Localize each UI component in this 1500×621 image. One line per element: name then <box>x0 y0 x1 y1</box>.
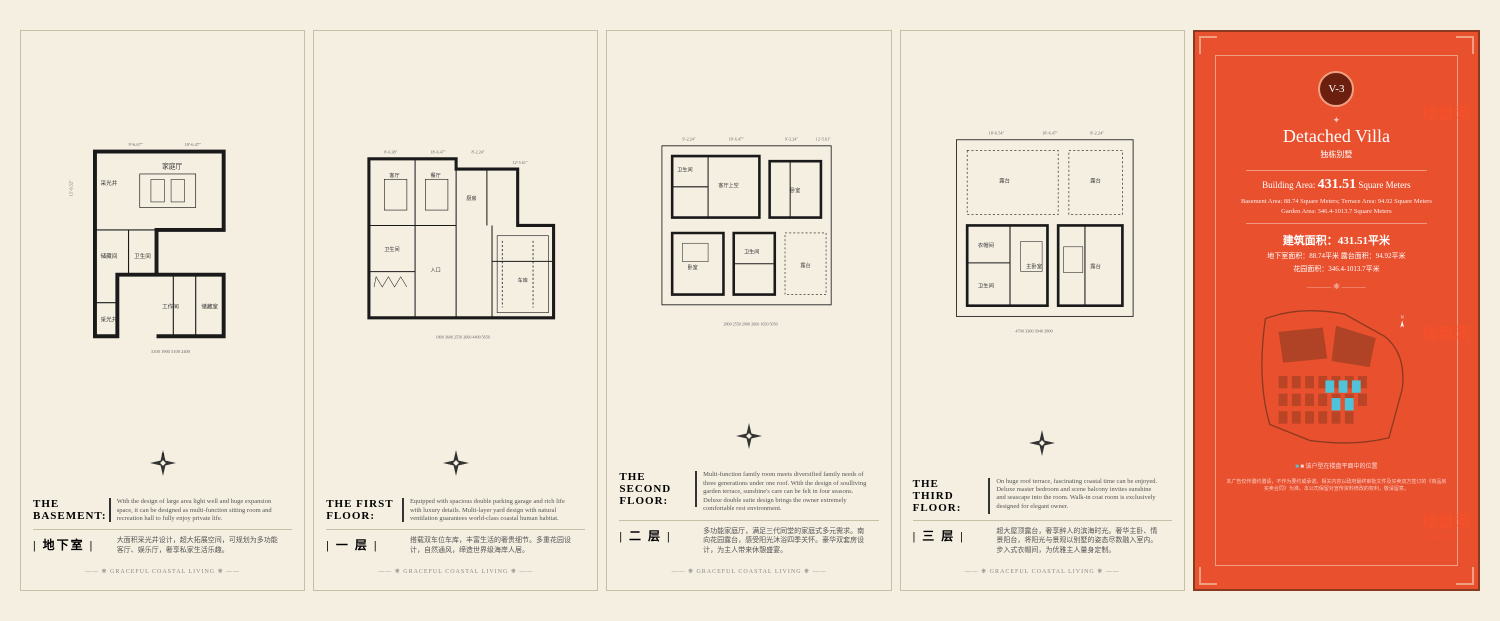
svg-text:餐厅: 餐厅 <box>430 172 440 179</box>
svg-text:1800 3600 2550 2660 4490: 1800 3600 2550 2660 4490 5650 <box>435 335 489 340</box>
floorplan-basement: 家庭厅 采光井 储藏间 卫生间 工作间 储藏室 采光井 9'-6.67" 18'-… <box>33 46 292 436</box>
floor-desc-cn: 搭载双车位车库，丰富生活的奢贵细节。多重花园设计，自然通风，缔造世界级海岸人居。 <box>404 536 575 556</box>
compass-icon: N <box>148 448 178 478</box>
svg-text:18'-6.47": 18'-6.47" <box>430 150 445 155</box>
svg-text:卫生间: 卫生间 <box>677 166 692 173</box>
svg-text:2800 2550 2900 2660 1650: 2800 2550 2900 2660 1650 5050 <box>723 321 777 326</box>
site-map: N <box>1242 301 1430 451</box>
svg-text:采光井: 采光井 <box>101 179 118 187</box>
villa-badge: V-3 <box>1318 71 1354 107</box>
watermark: 楼盘网 <box>1422 320 1470 344</box>
floorplan-first: 客厅 餐厅 厨房入口 卫生间车库 8'-6.38" 18'-6.47" 8'-2.24… <box>326 46 585 436</box>
svg-text:露台: 露台 <box>1090 177 1101 185</box>
svg-text:3100 1900 3100 2400: 3100 1900 3100 2400 <box>151 349 191 354</box>
floor-desc-en: Equipped with spacious double parking ga… <box>404 498 575 523</box>
cn-sub-1: 地下室面积：88.74平米 露台面积：94.92平米 <box>1226 251 1447 261</box>
svg-text:客厅上空: 客厅上空 <box>718 182 738 189</box>
panel-third-floor: 露台露台 主卧室衣帽间 卫生间露台 18'-6.54"18'-6.47"8'-2… <box>900 30 1185 591</box>
svg-text:卫生间: 卫生间 <box>744 248 759 255</box>
svg-text:工作间: 工作间 <box>163 302 180 310</box>
watermark: 楼盘网LouPan.com <box>1422 508 1470 541</box>
svg-text:露台: 露台 <box>999 177 1010 185</box>
svg-text:卧室: 卧室 <box>790 187 800 194</box>
svg-text:18'-6.54": 18'-6.54" <box>989 130 1005 135</box>
svg-text:卧室: 卧室 <box>687 264 697 271</box>
svg-text:家庭厅: 家庭厅 <box>163 161 183 170</box>
watermark: 楼盘网 <box>1422 100 1470 124</box>
svg-text:12'-5.61": 12'-5.61" <box>512 160 527 165</box>
footer-decoration: —— ❋ GRACEFUL COASTAL LIVING ❋ —— <box>326 568 585 575</box>
svg-text:9'-2.24": 9'-2.24" <box>682 137 695 142</box>
svg-text:客厅: 客厅 <box>389 172 399 179</box>
svg-text:卫生间: 卫生间 <box>135 252 152 260</box>
svg-text:18'-6.47": 18'-6.47" <box>185 142 202 147</box>
svg-text:卫生间: 卫生间 <box>384 246 399 253</box>
brochure-container: 家庭厅 采光井 储藏间 卫生间 工作间 储藏室 采光井 9'-6.67" 18'-… <box>0 0 1500 621</box>
svg-text:露台: 露台 <box>1090 262 1101 270</box>
floor-title-en: THE BASEMENT: <box>33 498 111 522</box>
sub-area-2: Garden Area: 346.4-1013.7 Square Meters <box>1226 208 1447 215</box>
legend-label: ■ ■ 该户型在楼盘平面中的位置 <box>1226 461 1447 470</box>
svg-text:车库: 车库 <box>517 277 527 284</box>
floor-desc-cn: 多功能家庭厅，满足三代同堂的家庭式多元需求。南向花园露台，感受阳光沐浴四季关怀。… <box>697 527 868 556</box>
svg-text:衣帽间: 衣帽间 <box>978 241 994 249</box>
svg-text:采光井: 采光井 <box>101 316 118 324</box>
svg-text:储藏室: 储藏室 <box>202 302 219 310</box>
footer-decoration: —— ❋ GRACEFUL COASTAL LIVING ❋ —— <box>913 568 1172 575</box>
svg-text:入口: 入口 <box>430 268 440 274</box>
floorplan-third: 露台露台 主卧室衣帽间 卫生间露台 18'-6.54"18'-6.47"8'-2… <box>913 46 1172 416</box>
svg-text:18'-6.47": 18'-6.47" <box>728 137 743 142</box>
floor-desc-en: Multi-function family room meets diversi… <box>697 471 868 513</box>
svg-text:15'-9.52": 15'-9.52" <box>69 180 74 197</box>
cn-sub-2: 花园面积：346.4-1013.7平米 <box>1226 264 1447 274</box>
svg-text:露台: 露台 <box>800 262 810 269</box>
panel-second-floor: 客厅上空卧室 卧室露台 卫生间卫生间 9'-2.24"18'-6.47"9'-2… <box>606 30 891 591</box>
svg-text:8'-2.24": 8'-2.24" <box>471 150 484 155</box>
floor-title-cn: | 二 层 | <box>619 527 697 544</box>
sub-area-1: Basement Area: 88.74 Square Meters; Terr… <box>1226 198 1447 205</box>
disclaimer: 本广告仅作邀约邀请，不作为要约或承诺。相关内容以政府最终审批文件及买卖双方签订的… <box>1226 480 1447 493</box>
floor-title-en: THE SECOND FLOOR: <box>619 471 697 507</box>
floor-desc-en: With the design of large area light well… <box>111 498 282 523</box>
svg-text:12'-5.61": 12'-5.61" <box>816 137 831 142</box>
svg-text:4700 3300 3940 2800: 4700 3300 3940 2800 <box>1015 329 1052 334</box>
floor-desc-en: On huge roof terrace, fascinating coasta… <box>990 478 1161 512</box>
svg-text:N: N <box>1401 315 1405 320</box>
villa-subtitle: 独栋别墅 <box>1226 149 1447 160</box>
compass-icon <box>441 448 471 478</box>
svg-text:18'-6.47": 18'-6.47" <box>1042 130 1058 135</box>
floor-title-en: THE FIRST FLOOR: <box>326 498 404 522</box>
svg-text:N: N <box>161 452 164 457</box>
floor-title-cn: | 地下室 | <box>33 536 111 553</box>
floor-title-en: THE THIRD FLOOR: <box>913 478 991 514</box>
villa-title: Detached Villa <box>1226 126 1447 147</box>
panel-basement: 家庭厅 采光井 储藏间 卫生间 工作间 储藏室 采光井 9'-6.67" 18'-… <box>20 30 305 591</box>
floor-title-cn: | 一 层 | <box>326 536 404 553</box>
floorplan-second: 客厅上空卧室 卧室露台 卫生间卫生间 9'-2.24"18'-6.47"9'-2… <box>619 46 878 409</box>
info-card: V-3 ✦ Detached Villa 独栋别墅 Building Area:… <box>1215 55 1458 566</box>
svg-text:9'-6.67": 9'-6.67" <box>129 142 143 147</box>
footer-decoration: —— ❋ GRACEFUL COASTAL LIVING ❋ —— <box>33 568 292 575</box>
svg-text:8'-6.38": 8'-6.38" <box>384 150 397 155</box>
floor-desc-cn: 大面积采光井设计，超大拓展空间，可规划为多功能客厅、娱乐厅，奢享私家生活乐趣。 <box>111 536 282 556</box>
panel-first-floor: 客厅 餐厅 厨房入口 卫生间车库 8'-6.38" 18'-6.47" 8'-2.24… <box>313 30 598 591</box>
svg-text:卫生间: 卫生间 <box>978 282 994 290</box>
svg-text:主卧室: 主卧室 <box>1026 262 1043 270</box>
svg-text:厨房: 厨房 <box>466 195 476 202</box>
floor-title-cn: | 三 层 | <box>913 527 991 544</box>
compass-icon <box>734 421 764 451</box>
svg-text:8'-2.24": 8'-2.24" <box>1090 130 1104 135</box>
footer-decoration: —— ❋ GRACEFUL COASTAL LIVING ❋ —— <box>619 568 878 575</box>
compass-icon <box>1027 428 1057 458</box>
svg-text:9'-2.24": 9'-2.24" <box>785 137 798 142</box>
svg-text:储藏间: 储藏间 <box>101 252 118 260</box>
floor-desc-cn: 超大屋顶露台，奢享醉人的滨海时光。奢华主卧、情景阳台，将阳光与景观以别墅的姿态尽… <box>990 527 1161 556</box>
